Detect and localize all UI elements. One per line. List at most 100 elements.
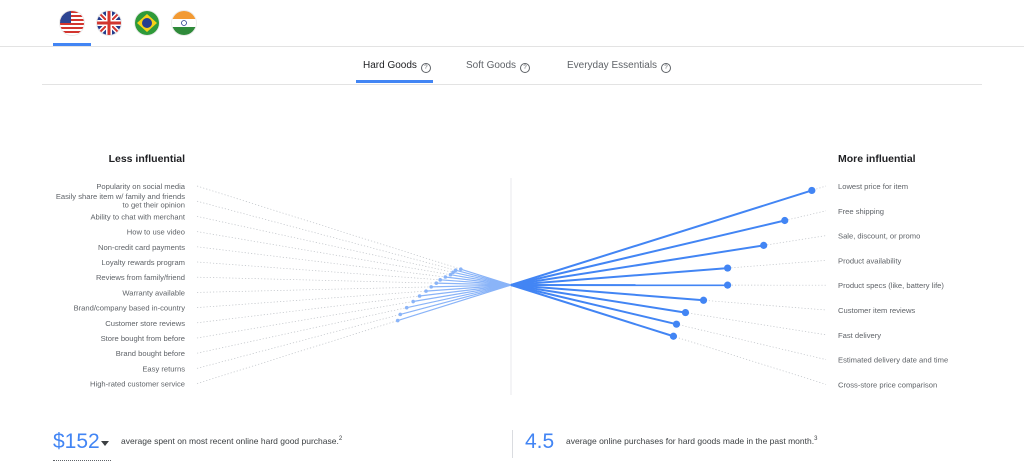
more-influential-spoke — [510, 284, 677, 326]
less-influential-point[interactable] — [434, 281, 439, 285]
guide-line — [196, 185, 512, 286]
selected-country-indicator — [53, 43, 91, 46]
tab-label: Soft Goods — [466, 60, 517, 71]
tab-soft-goods[interactable]: Soft Goods? — [466, 60, 531, 73]
influence-chart: Less influential More influential Popula… — [56, 153, 948, 395]
guide-line — [196, 284, 512, 308]
more-influential-spoke — [510, 284, 674, 338]
more-influential-spoke — [510, 284, 686, 314]
country-selector — [0, 0, 1024, 47]
more-influential-point[interactable] — [672, 320, 681, 328]
more-influential-label: Free shipping — [838, 207, 884, 216]
less-influential-point[interactable] — [429, 285, 433, 289]
help-icon[interactable]: ? — [520, 63, 531, 73]
tab-label: Hard Goods — [363, 60, 417, 71]
more-influential-point[interactable] — [760, 241, 768, 249]
tab-label: Everyday Essentials — [567, 60, 658, 71]
less-influential-label: Ability to chat with merchant — [90, 212, 185, 221]
guide-line — [196, 216, 512, 286]
less-influential-point[interactable] — [404, 305, 409, 310]
less-influential-label: Brand bought before — [116, 349, 185, 358]
more-influential-label: Product availability — [838, 256, 902, 265]
guide-line — [510, 284, 827, 360]
less-influential-point[interactable] — [424, 289, 428, 293]
footnote-ref[interactable]: 2 — [338, 436, 343, 443]
more-influential-spoke — [510, 267, 728, 286]
more-influential-title: More influential — [838, 153, 916, 165]
category-tabs: Hard Goods? Soft Goods? Everyday Essenti… — [42, 48, 982, 85]
help-icon[interactable]: ? — [661, 63, 672, 73]
more-influential-spoke — [510, 244, 764, 286]
more-influential-label: Lowest price for item — [838, 182, 908, 191]
tab-everyday-essentials[interactable]: Everyday Essentials? — [567, 60, 672, 73]
less-influential-label: Loyalty rewards program — [101, 258, 185, 267]
footnote-ref[interactable]: 3 — [814, 436, 818, 443]
help-icon[interactable]: ? — [420, 63, 431, 73]
less-influential-spoke — [431, 284, 512, 288]
less-influential-point[interactable] — [395, 318, 400, 323]
guide-line — [196, 261, 512, 286]
less-influential-spoke — [400, 284, 512, 315]
guide-line — [196, 284, 512, 293]
less-influential-spoke — [397, 284, 512, 322]
less-influential-spoke — [406, 284, 512, 309]
tab-hard-goods[interactable]: Hard Goods? — [363, 60, 431, 73]
more-influential-label: Product specs (like, battery life) — [838, 281, 944, 290]
more-influential-label: Estimated delivery date and time — [838, 356, 948, 365]
average-purchases-text: average online purchases for hard goods … — [566, 436, 817, 446]
brazil-flag-icon[interactable] — [135, 11, 159, 35]
less-influential-point[interactable] — [451, 270, 455, 275]
less-influential-spoke — [413, 284, 512, 303]
more-influential-spoke — [510, 284, 704, 302]
less-influential-label: Non-credit card payments — [98, 243, 185, 252]
factor-spokes — [395, 186, 816, 340]
less-influential-point[interactable] — [398, 312, 403, 317]
average-purchases-value: 4.5 — [525, 430, 555, 453]
more-influential-label: Customer item reviews — [838, 306, 915, 315]
more-influential-point[interactable] — [681, 308, 690, 317]
more-influential-point[interactable] — [808, 186, 816, 195]
more-influential-spoke — [510, 189, 813, 286]
guide-line — [196, 284, 512, 384]
less-influential-point[interactable] — [411, 299, 415, 304]
uk-flag-icon[interactable] — [97, 11, 121, 35]
guide-line — [510, 284, 827, 336]
more-influential-point[interactable] — [699, 296, 708, 304]
less-influential-spoke — [419, 284, 512, 297]
average-spend-value[interactable]: $152 — [53, 430, 100, 453]
less-influential-label: Easy returns — [142, 364, 185, 373]
less-influential-label: High-rated customer service — [90, 380, 185, 389]
us-flag-icon[interactable] — [60, 11, 84, 35]
less-influential-point[interactable] — [453, 268, 458, 273]
more-influential-point[interactable] — [781, 216, 789, 225]
guide-line — [196, 284, 512, 354]
less-influential-point[interactable] — [417, 294, 422, 298]
less-influential-point[interactable] — [458, 267, 463, 271]
less-influential-label: How to use video — [127, 228, 185, 237]
less-influential-label: Warranty available — [122, 288, 185, 297]
less-influential-spoke — [436, 282, 512, 286]
more-influential-point[interactable] — [723, 264, 732, 272]
less-influential-label: Store bought from before — [101, 334, 185, 343]
less-influential-point[interactable] — [438, 278, 442, 282]
more-influential-label: Cross-store price comparison — [838, 380, 937, 389]
more-influential-point[interactable] — [723, 281, 732, 289]
more-influential-label: Sale, discount, or promo — [838, 232, 920, 241]
more-influential-point[interactable] — [669, 332, 678, 340]
less-influential-label: Reviews from family/friend — [96, 273, 185, 282]
chevron-down-icon[interactable] — [101, 441, 109, 446]
less-influential-point[interactable] — [443, 275, 448, 279]
average-spend-text: average spent on most recent online hard… — [121, 436, 342, 446]
less-influential-spoke — [425, 284, 512, 292]
less-influential-title: Less influential — [109, 153, 186, 165]
stat-description: average spent on most recent online hard… — [121, 436, 339, 446]
india-flag-icon[interactable] — [172, 11, 196, 35]
more-influential-label: Fast delivery — [838, 331, 881, 340]
less-influential-label: Brand/company based in-country — [74, 304, 186, 313]
less-influential-point[interactable] — [448, 272, 453, 277]
less-influential-label: Popularity on social media — [96, 182, 185, 191]
guide-line — [196, 276, 512, 286]
active-tab-indicator — [356, 80, 433, 83]
stat-description: average online purchases for hard goods … — [566, 436, 815, 446]
